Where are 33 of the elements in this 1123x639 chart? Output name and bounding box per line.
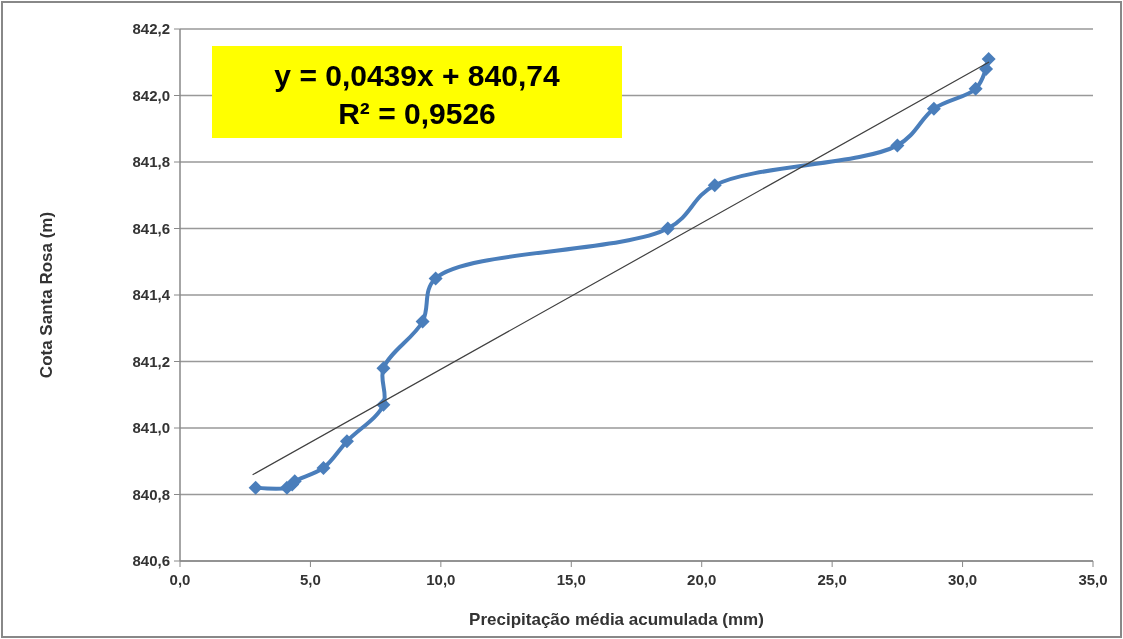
point: [890, 138, 905, 153]
y-axis-title: Cota Santa Rosa (m): [37, 211, 56, 379]
x-tick-label: 5,0: [300, 571, 321, 588]
point: [248, 480, 263, 495]
y-tick-label: 841,2: [132, 352, 170, 370]
y-tick-label: 840,8: [132, 485, 170, 503]
y-tick-label: 841,0: [132, 419, 170, 437]
point: [376, 361, 391, 376]
annotation: y = 0,0439x + 840,74: [274, 59, 560, 92]
point: [707, 178, 722, 193]
point: [339, 434, 354, 449]
x-tick-label: 10,0: [426, 571, 456, 588]
point: [968, 81, 983, 96]
y-tick-label: 842,2: [132, 20, 170, 38]
point: [981, 51, 996, 66]
point: [415, 314, 430, 329]
y-tick-label: 840,6: [132, 552, 170, 570]
annotation: R² = 0,9526: [338, 97, 496, 130]
y-tick-label: 842,0: [132, 86, 170, 104]
point: [316, 460, 331, 475]
x-tick-label: 20,0: [687, 571, 717, 588]
x-axis-title: Precipitação média acumulada (mm): [469, 610, 764, 629]
x-tick-label: 35,0: [1078, 571, 1108, 588]
point: [926, 101, 941, 116]
point: [660, 221, 675, 236]
x-tick-label: 25,0: [817, 571, 847, 588]
point: [428, 271, 443, 286]
x-tick-label: 15,0: [556, 571, 586, 588]
x-tick-label: 0,0: [169, 571, 191, 588]
x-tick-label: 30,0: [947, 571, 978, 588]
y-tick-label: 841,6: [132, 219, 170, 237]
y-tick-label: 841,8: [132, 153, 170, 171]
y-tick-label: 841,4: [132, 286, 171, 304]
